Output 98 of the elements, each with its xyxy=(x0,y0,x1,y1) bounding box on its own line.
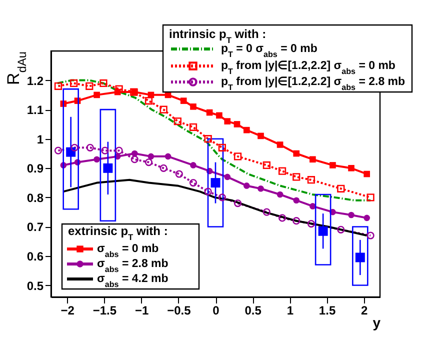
point xyxy=(337,226,345,234)
legend-label: σ$_{abs}$ = 4.2 mb xyxy=(97,273,168,288)
point xyxy=(318,226,328,236)
point xyxy=(276,142,284,148)
point xyxy=(337,184,345,192)
point xyxy=(224,118,231,124)
bar xyxy=(100,108,116,222)
point xyxy=(310,156,316,163)
x-tick-label: −1.5 xyxy=(92,304,117,318)
y-tick-label: 1.1 xyxy=(26,103,44,118)
point xyxy=(262,161,270,170)
x-axis-title: y xyxy=(372,314,381,330)
point xyxy=(278,167,286,175)
point xyxy=(234,199,242,208)
point xyxy=(54,82,62,90)
point xyxy=(130,156,138,164)
point xyxy=(144,96,153,105)
point xyxy=(206,109,213,116)
point xyxy=(293,197,300,204)
y-tick-label: 0.5 xyxy=(26,278,44,293)
x-tick-label: 2 xyxy=(361,304,368,318)
point xyxy=(54,146,62,154)
point xyxy=(278,214,286,222)
x-tick-label: −0.5 xyxy=(167,304,192,318)
point xyxy=(160,164,168,172)
point xyxy=(224,174,231,180)
point xyxy=(292,217,300,225)
point xyxy=(243,126,250,134)
point xyxy=(364,214,370,222)
point xyxy=(364,170,370,178)
point xyxy=(276,191,284,198)
point xyxy=(292,173,300,181)
y-tick-label: 0.6 xyxy=(26,250,44,264)
point xyxy=(180,98,187,104)
point xyxy=(366,232,374,240)
annotation: extrinsic p$_{T}$ with : xyxy=(68,224,168,242)
bar xyxy=(207,138,224,228)
legend-label: p$_{T}$ = 0 σ$_{abs}$ = 0 mb xyxy=(221,43,318,58)
point xyxy=(144,158,153,166)
point xyxy=(243,182,250,189)
point xyxy=(355,252,365,262)
point xyxy=(86,144,94,152)
point xyxy=(94,156,100,163)
y-tick-label: 0.8 xyxy=(26,190,44,205)
point xyxy=(307,176,316,184)
legend-title: intrinsic p$_{T}$ with : xyxy=(169,27,266,45)
x-tick-label: −1 xyxy=(134,304,149,318)
point xyxy=(234,152,242,160)
point xyxy=(164,153,172,160)
point xyxy=(175,170,183,178)
x-tick-label: 1.5 xyxy=(318,304,336,318)
x-tick-label: 0.5 xyxy=(244,304,262,318)
y-tick-label: 1.2 xyxy=(26,74,44,88)
point xyxy=(218,194,226,202)
point xyxy=(148,153,154,160)
legend-label: σ$_{abs}$ = 0 mb xyxy=(97,243,159,258)
bar xyxy=(62,88,79,210)
point xyxy=(262,208,270,216)
point xyxy=(70,79,78,88)
point xyxy=(189,123,198,131)
point xyxy=(100,79,108,88)
point xyxy=(258,185,264,192)
point xyxy=(210,178,220,188)
bar xyxy=(314,194,332,266)
point xyxy=(330,162,336,168)
y-tick-label: 0.7 xyxy=(26,220,44,234)
point xyxy=(190,162,196,168)
point xyxy=(86,82,94,90)
point xyxy=(190,103,196,110)
y-tick-label: 0.9 xyxy=(26,162,44,176)
point xyxy=(101,146,109,154)
legend-label: p$_{T}$ from |y|∈[1.2,2.2] σ$_{abs}$ = 0 mb xyxy=(221,60,396,76)
point xyxy=(348,164,354,172)
point xyxy=(204,135,212,143)
point xyxy=(115,146,123,154)
point xyxy=(218,144,226,152)
legend-label: σ$_{abs}$ = 2.8 mb xyxy=(97,258,168,274)
point xyxy=(160,106,168,114)
point xyxy=(258,132,264,140)
point xyxy=(94,92,100,98)
x-tick-label: −2 xyxy=(60,304,75,318)
x-tick-label: 1 xyxy=(286,304,294,318)
point xyxy=(66,147,76,157)
point xyxy=(103,163,113,173)
x-tick-label: 0 xyxy=(212,304,220,318)
point xyxy=(348,212,354,218)
point xyxy=(174,117,182,126)
legend-label: p$_{T}$ from |y|∈[1.2,2.2] σ$_{abs}$ = 2.8 mb xyxy=(221,76,406,92)
point xyxy=(307,220,316,228)
point xyxy=(234,121,240,128)
point xyxy=(216,112,222,119)
point xyxy=(189,178,198,187)
point xyxy=(293,150,300,157)
point xyxy=(70,144,78,152)
y-tick-label: 1 xyxy=(36,132,44,146)
bar xyxy=(352,226,368,286)
point xyxy=(204,188,212,196)
point xyxy=(366,194,374,202)
